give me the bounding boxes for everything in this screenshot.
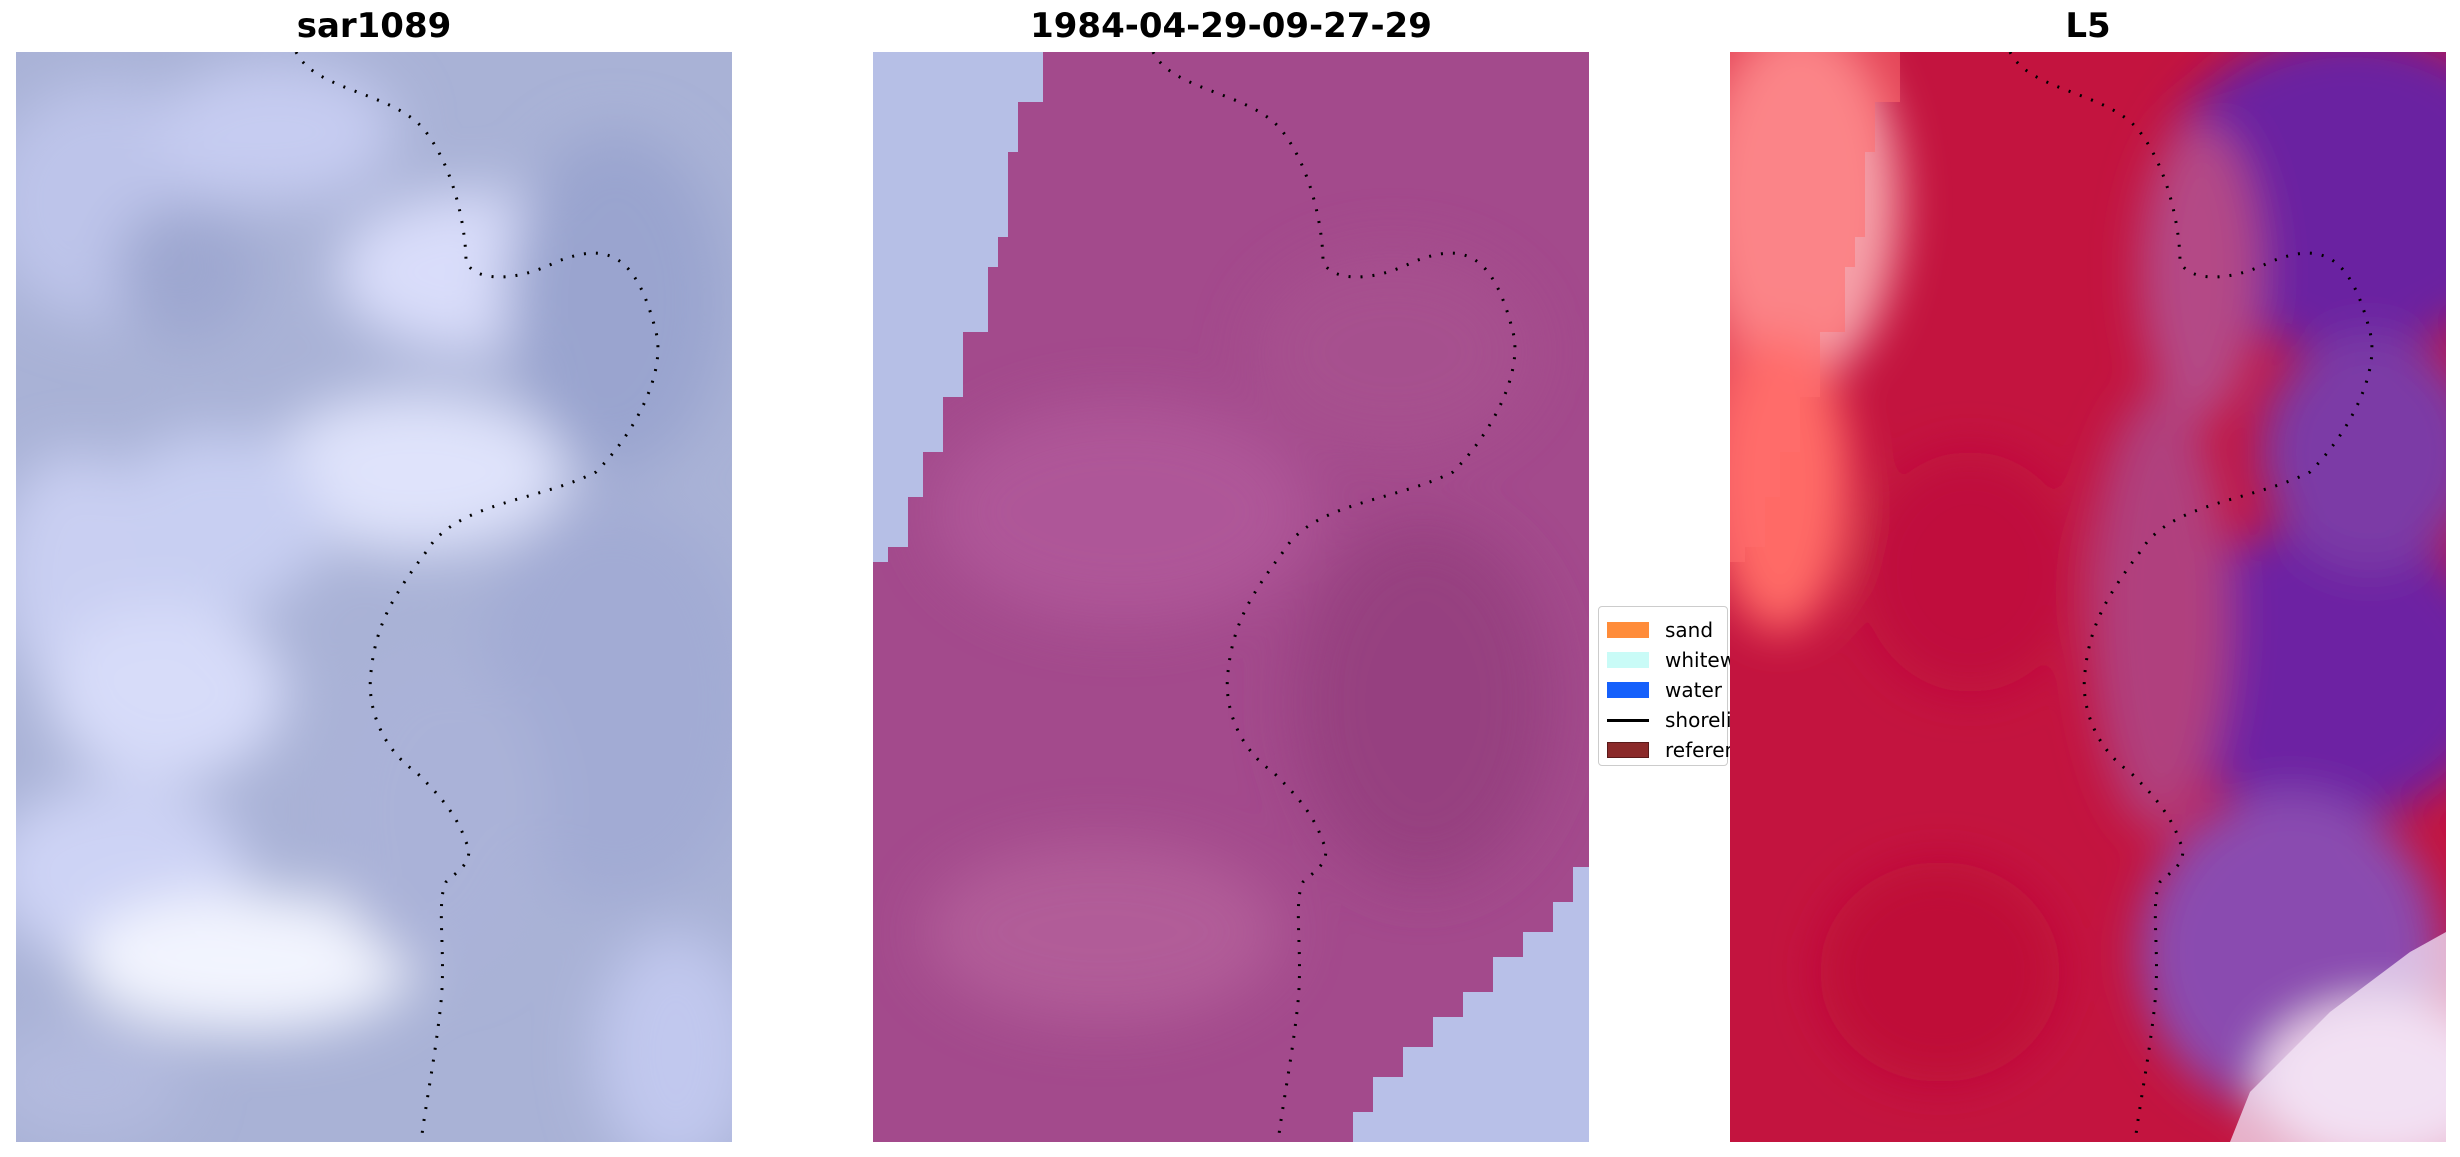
classification-image	[873, 52, 1589, 1142]
legend: sand whitewater water shoreline referenc…	[1598, 606, 1777, 766]
legend-item-whitewater: whitewater	[1607, 645, 1777, 675]
legend-item-sand: sand	[1607, 615, 1727, 645]
legend-swatch-whitewater	[1607, 652, 1649, 668]
legend-swatch-sand	[1607, 622, 1649, 638]
sar-image	[16, 52, 732, 1142]
legend-swatch-shoreline	[1607, 718, 1649, 722]
legend-swatch-water	[1607, 682, 1649, 698]
panel-classification	[873, 52, 1589, 1142]
legend-item-reference: reference	[1607, 735, 1761, 765]
legend-label-water: water	[1665, 678, 1722, 702]
l5-image	[1730, 52, 2446, 1142]
shoreline-right	[2008, 52, 2374, 1142]
panel-l5-image	[1730, 52, 2446, 1142]
legend-label-sand: sand	[1665, 618, 1714, 642]
legend-item-shoreline: shoreline	[1607, 705, 1757, 735]
panel-title-middle: 1984-04-29-09-27-29	[1030, 6, 1432, 46]
panel-title-left: sar1089	[296, 6, 452, 46]
legend-swatch-reference	[1607, 742, 1649, 758]
panel-sar-image	[16, 52, 732, 1142]
legend-item-water: water	[1607, 675, 1727, 705]
shoreline-middle	[1151, 52, 1517, 1142]
shoreline-left	[294, 52, 660, 1142]
panel-title-right: L5	[2065, 6, 2111, 46]
